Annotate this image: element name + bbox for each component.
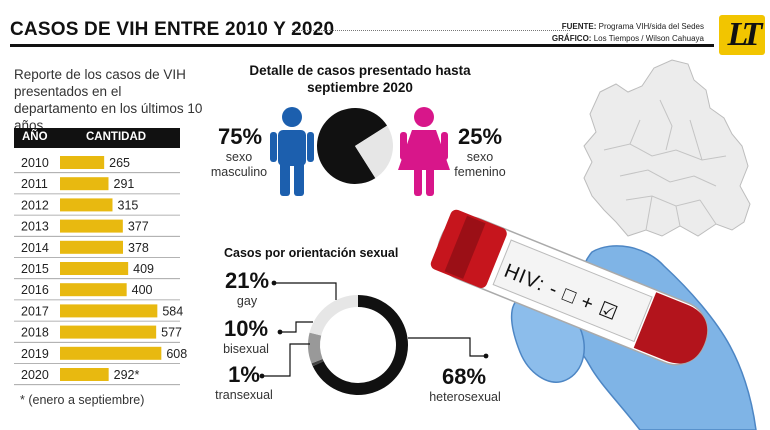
- male-label: sexo masculino: [210, 150, 268, 179]
- leader-dot: [259, 373, 265, 379]
- bar-value-label: 291: [114, 177, 135, 191]
- year-bar: [60, 325, 157, 339]
- bar-value-label: 265: [109, 156, 130, 170]
- orientation-donut-chart: [307, 294, 408, 395]
- bisexual-percent: 10%: [223, 316, 269, 341]
- year-bar: [60, 198, 113, 212]
- female-slice: [355, 125, 393, 179]
- transexual-label: transexual: [215, 388, 273, 402]
- source-value: Programa VIH/sida del Sedes: [598, 22, 704, 31]
- donut-slice-gay: [309, 295, 358, 336]
- bar-value-label: 378: [128, 241, 149, 255]
- year-label: 2019: [21, 347, 49, 361]
- bar-value-label: 377: [128, 220, 149, 234]
- source-credit: FUENTE: Programa VIH/sida del Sedes: [562, 22, 704, 31]
- donut-leader-lines: [259, 280, 489, 379]
- leader-dot: [271, 280, 277, 286]
- female-percent: 25%: [457, 124, 503, 149]
- intro-text: Reporte de los casos de VIH presentados …: [14, 67, 203, 133]
- year-bar: [60, 304, 158, 318]
- header-dotted-rule: [292, 30, 570, 31]
- gay-leader: [274, 282, 337, 300]
- bisexual-leader: [280, 321, 313, 333]
- heterosexual-label: heterosexual: [429, 390, 501, 404]
- transexual-percent: 1%: [228, 362, 260, 387]
- year-label: 2020: [21, 368, 49, 382]
- los-tiempos-logo: LT: [719, 15, 765, 55]
- year-label: 2017: [21, 304, 49, 318]
- graphic-value: Los Tiempos / Wilson Cahuaya: [593, 34, 704, 43]
- bisexual-label: bisexual: [223, 342, 269, 356]
- year-bar: [60, 283, 127, 297]
- year-label: 2016: [21, 283, 49, 297]
- year-header: AÑO: [22, 131, 48, 143]
- year-bar: [60, 368, 109, 381]
- year-label: 2011: [21, 177, 48, 191]
- source-label: FUENTE:: [561, 22, 597, 31]
- amount-header: CANTIDAD: [86, 131, 147, 143]
- bar-value-label: 400: [132, 283, 153, 297]
- gender-chart-title: Detalle de casos presentado hasta septie…: [249, 63, 471, 95]
- gender-pie-chart: [317, 108, 393, 184]
- test-tube-icon: [430, 209, 708, 366]
- graphic-label: GRÁFICO:: [551, 34, 592, 43]
- heterosexual-percent: 68%: [441, 364, 487, 389]
- male-slice: [317, 108, 388, 184]
- bar-value-label: 577: [161, 326, 182, 340]
- page-title: CASOS DE VIH ENTRE 2010 Y 2020: [10, 19, 335, 40]
- female-figure-icon: [398, 107, 450, 196]
- bar-value-label: 315: [118, 198, 139, 212]
- year-bar: [60, 240, 123, 254]
- heterosexual-leader: [408, 337, 486, 357]
- male-figure-icon: [270, 107, 314, 196]
- male-percent: 75%: [217, 124, 263, 149]
- table-header: AÑO CANTIDAD: [14, 128, 180, 148]
- gay-percent: 21%: [224, 268, 270, 293]
- header-rule: [10, 44, 714, 47]
- department-map: [583, 59, 751, 237]
- bar-value-label: 584: [162, 304, 183, 318]
- leader-dot: [277, 329, 283, 335]
- bar-value-label: 409: [133, 262, 154, 276]
- transexual-leader: [262, 343, 310, 377]
- footnote: * (enero a septiembre): [20, 393, 145, 407]
- year-bar: [60, 219, 123, 233]
- year-label: 2018: [21, 326, 49, 340]
- year-label: 2014: [21, 241, 49, 255]
- bar-value-label: 608: [166, 347, 187, 361]
- orientation-chart-title: Casos por orientación sexual: [224, 246, 399, 260]
- year-bar: [60, 262, 129, 275]
- gay-label: gay: [236, 294, 258, 308]
- yearly-bar-chart: 2010 265 2011 291 2012 315 2013 377 2014 378 2015 4…: [14, 156, 187, 386]
- leader-dot: [483, 353, 489, 359]
- bar-value-label: 292*: [114, 368, 140, 382]
- year-bar: [60, 346, 162, 360]
- graphic-credit: GRÁFICO: Los Tiempos / Wilson Cahuaya: [552, 34, 704, 43]
- year-label: 2015: [21, 262, 49, 276]
- hand-and-tube-illustration: [430, 209, 757, 430]
- year-label: 2010: [21, 156, 49, 170]
- year-bar: [60, 177, 109, 191]
- donut-slice-transexual: [311, 358, 324, 367]
- year-label: 2013: [21, 220, 49, 234]
- female-label: sexo femenino: [454, 150, 506, 179]
- year-bar: [60, 156, 105, 169]
- donut-slice-bisexual: [307, 332, 323, 364]
- year-label: 2012: [21, 198, 49, 212]
